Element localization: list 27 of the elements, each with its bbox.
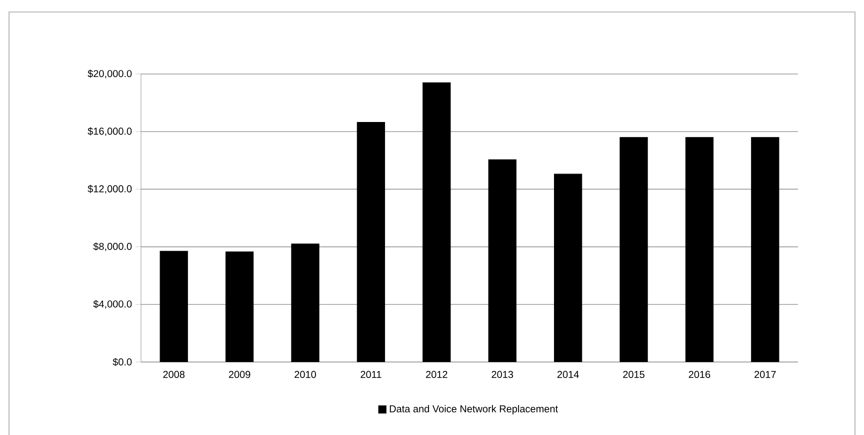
bar <box>422 82 451 362</box>
y-tick-label: $0.0 <box>112 358 132 366</box>
x-tick-label: 2011 <box>360 370 382 378</box>
x-tick-label: 2012 <box>426 370 448 378</box>
y-tick-label: $12,000.0 <box>88 184 132 194</box>
x-tick-label: 2016 <box>688 370 710 378</box>
bar <box>488 159 516 362</box>
y-tick-label: $8,000.0 <box>93 242 132 252</box>
x-tick-label: 2008 <box>163 370 185 378</box>
bar <box>160 250 188 362</box>
x-tick-label: 2014 <box>557 370 579 378</box>
x-tick-label: 2013 <box>492 370 514 378</box>
x-tick-label: 2009 <box>228 370 250 378</box>
bar <box>356 122 386 362</box>
bar <box>751 137 780 362</box>
bar <box>554 174 582 362</box>
legend-label: Data and Voice Network Replacement <box>390 405 558 414</box>
bar <box>685 137 714 362</box>
x-tick-label: 2017 <box>754 370 776 378</box>
bar <box>291 244 320 362</box>
x-tick-label: 2015 <box>623 370 644 378</box>
bar <box>225 252 254 362</box>
bar <box>620 137 648 362</box>
x-tick-label: 2010 <box>294 370 316 378</box>
y-tick-label: $20,000.0 <box>88 70 132 78</box>
y-tick-label: $16,000.0 <box>88 127 132 136</box>
y-tick-label: $4,000.0 <box>93 300 132 309</box>
